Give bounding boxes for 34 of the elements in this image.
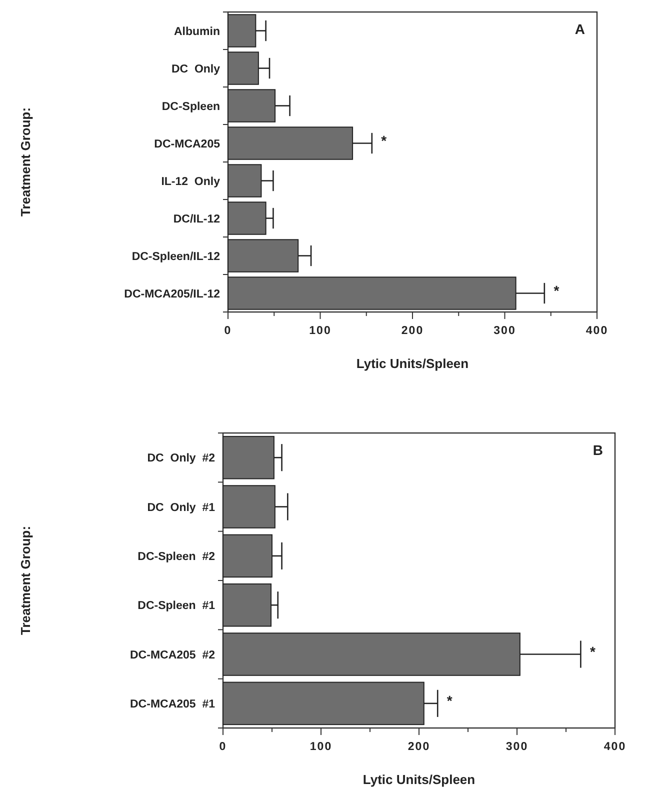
annotation: * — [554, 282, 560, 298]
y-tick-label: DC-MCA205/IL-12 — [124, 288, 220, 300]
x-tick-label: 300 — [494, 325, 516, 337]
x-axis-title: Lytic Units/Spleen — [356, 356, 469, 371]
annotation: * — [446, 692, 453, 708]
y-tick-label: DC Only #1 — [147, 502, 216, 514]
x-tick-label: 400 — [604, 741, 626, 753]
x-tick-label: 100 — [310, 741, 332, 753]
y-tick-label: DC-Spleen — [162, 100, 220, 113]
x-tick-label: 0 — [224, 325, 232, 337]
x-tick-label: 200 — [408, 741, 430, 753]
annotation: * — [381, 132, 388, 148]
y-tick-label: DC/IL-12 — [173, 213, 220, 226]
y-tick-label: DC Only #2 — [147, 452, 215, 465]
y-tick-label: DC-MCA205 — [154, 138, 221, 150]
y-tick-label: DC-MCA205 #2 — [130, 649, 215, 662]
x-tick-label: 200 — [401, 325, 424, 337]
x-tick-label: 300 — [506, 741, 528, 753]
x-axis-title: Lytic Units/Spleen — [362, 772, 476, 787]
y-tick-label: DC Only — [171, 63, 221, 76]
annotation: B — [592, 442, 603, 458]
y-tick-label: DC-Spleen #2 — [138, 550, 215, 563]
y-tick-label: DC-MCA205 #1 — [130, 698, 216, 710]
annotation: A — [574, 21, 585, 37]
y-tick-label: Albumin — [174, 26, 220, 38]
y-axis-title: Treatment Group: — [18, 107, 33, 217]
y-tick-label: DC-Spleen #1 — [138, 600, 216, 612]
x-tick-label: 100 — [309, 325, 332, 337]
y-tick-label: IL-12 Only — [161, 176, 221, 188]
y-axis-title: Treatment Group: — [18, 526, 33, 636]
y-tick-label: DC-Spleen/IL-12 — [132, 250, 220, 263]
annotation: * — [590, 643, 596, 660]
x-tick-label: 0 — [219, 741, 227, 753]
x-tick-label: 400 — [586, 325, 608, 337]
